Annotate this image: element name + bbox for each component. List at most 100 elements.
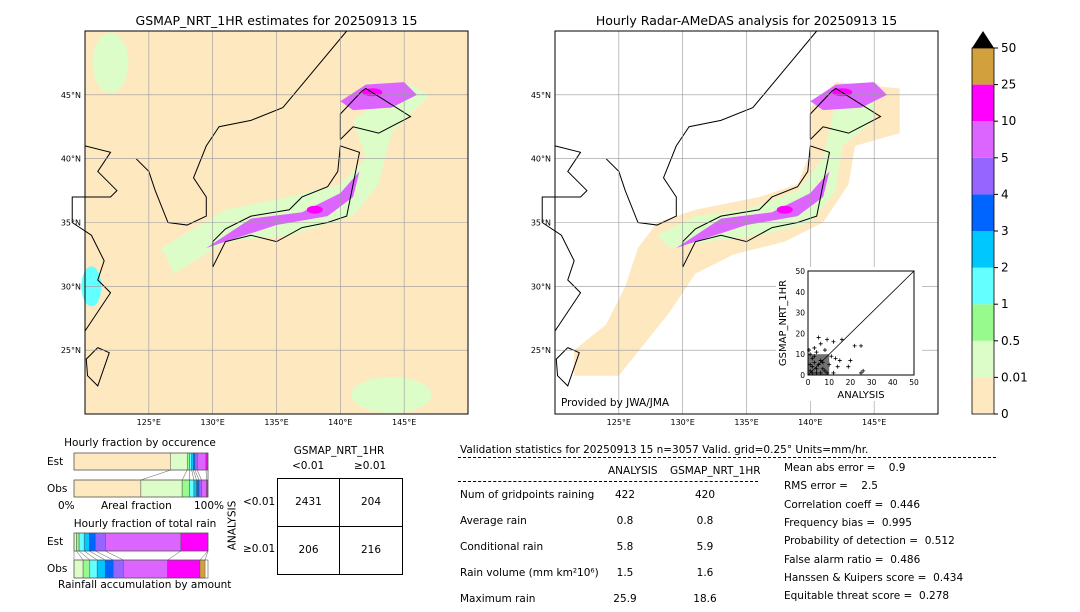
colorbar-label: 3 [1001,224,1009,238]
lat-tick-label: 25°N [531,346,551,355]
col-analysis: ANALYSIS [608,465,658,477]
fraction-bar-segment [201,479,207,498]
score-item: Frequency bias = 0.995 [784,516,912,529]
stat-label: Conditional rain [460,541,544,553]
fraction-bar-segment [73,559,84,579]
map-frame [554,30,939,415]
colorbar-label: 1 [1001,297,1009,311]
fraction-connector [204,550,209,561]
score-item: RMS error = 2.5 [784,480,878,493]
stat-g: 0.8 [696,515,714,527]
scatter-point [831,370,836,375]
colorbar-label: 10 [1001,114,1016,128]
fraction-bar-segment [194,452,198,471]
coastline-taiwan [85,347,110,387]
coastline-korea-russia [605,30,818,226]
row-axis-label: ANALYSIS [226,500,239,551]
fraction-connector [191,469,195,481]
fraction-bar-segment [83,532,90,552]
fraction-bar-segment [73,452,171,471]
occurrence-title: Hourly fraction by occurence [64,437,216,449]
scatter-y-tick: 10 [795,350,805,359]
fraction-connector [197,469,202,481]
score-item: Mean abs error = 0.9 [784,462,906,474]
scatter-point [848,358,853,363]
rain-area [351,376,432,413]
fraction-connector [105,550,124,561]
scatter-point-cluster [808,354,830,375]
heavy-rain-band [206,171,360,249]
col-header-lt: <0.01 [292,460,325,472]
fraction-bar-segment [197,452,207,471]
scatter-x-tick: 20 [846,378,856,387]
scatter-point [814,350,819,355]
stat-a: 5.8 [616,541,634,553]
scatter-point [852,343,857,348]
colorbar-segment [972,304,994,341]
rain-xlabel: Rainfall accumulation by amount [58,579,232,591]
cell-miss: 206 [298,544,319,556]
contingency-table: 2431 204 206 216 [277,478,403,575]
heavy-rain-band [676,171,830,249]
rain-area [92,32,129,93]
fraction-bar-segment [96,559,106,579]
col-header-ge: ≥0.01 [354,460,387,472]
fraction-bar-segment [104,559,114,579]
scatter-point [859,343,863,348]
stat-a: 422 [614,489,636,501]
fraction-bar-segment [180,532,209,552]
lon-tick-label: 125°E [137,418,161,427]
scatter-x-tick: 30 [867,378,877,387]
occ-xlabel: Areal fraction [101,500,172,512]
fraction-bar-segment [205,452,209,471]
cell-false-alarm: 204 [360,496,382,508]
scatter-point [829,354,834,359]
score-item: Correlation coeff = 0.446 [784,498,920,511]
lat-tick-label: 45°N [531,91,551,100]
left-map-title: GSMAP_NRT_1HR estimates for 20250913 15 [135,13,418,28]
scatter-point [859,370,863,375]
colorbar-label: 2 [1001,261,1009,275]
scatter-point [812,345,817,350]
lat-tick-label: 35°N [61,219,81,228]
stat-label: Average rain [460,515,527,527]
fraction-connector [194,469,200,481]
colorbar-segment [972,267,994,305]
fraction-connector [84,550,98,561]
scatter-point [839,337,844,342]
lon-tick-label: 125°E [607,418,631,427]
stat-label: Rain volume (mm km²10⁶) [460,567,599,579]
fraction-bar-segment [123,559,168,579]
scatter-point [816,335,821,340]
scatter-ylabel: GSMAP_NRT_1HR [778,280,789,366]
light-rain-area [161,82,430,274]
col-gsmap: GSMAP_NRT_1HR [670,465,761,477]
colorbar-segment [972,84,994,122]
fraction-connector [193,469,197,481]
colorbar-segment [972,231,994,268]
scatter-x-tick: 0 [806,378,811,387]
colorbar-segment [972,377,994,414]
scatter-y-tick: 50 [795,267,805,276]
scatter-point [822,348,827,353]
fraction-bar-segment [105,532,182,552]
scatter-x-tick: 40 [888,378,898,387]
lon-tick-label: 140°E [328,418,352,427]
intense-rain-cell [306,205,323,214]
fraction-bar-segment [73,532,77,552]
fraction-bar-segment [140,479,183,498]
lon-tick-label: 130°E [201,418,225,427]
fraction-bar-segment [189,452,192,471]
fraction-bar-frame [73,452,209,471]
left-map: 125°E 130°E 135°E 140°E 145°E 45°N 40°N 35°N 30°… [61,30,469,427]
lon-tick-label: 145°E [862,418,886,427]
rain-obs-label: Obs [47,563,68,575]
fraction-connector [76,550,84,561]
stat-g: 1.6 [696,567,714,579]
occ-obs-label: Obs [47,483,68,495]
stat-g: 5.9 [696,541,714,553]
row-header-lt: <0.01 [243,496,276,508]
credit-text: Provided by JWA/JMA [561,397,670,409]
colorbar-extend-arrow [972,31,994,48]
